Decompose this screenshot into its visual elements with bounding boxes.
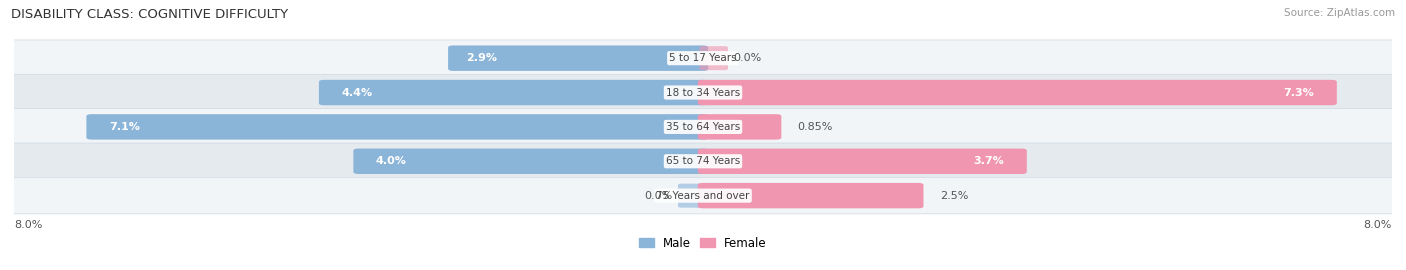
Text: 0.0%: 0.0% — [644, 191, 673, 201]
Text: 3.7%: 3.7% — [974, 156, 1004, 166]
FancyBboxPatch shape — [697, 114, 782, 140]
FancyBboxPatch shape — [319, 80, 709, 105]
Text: 75 Years and over: 75 Years and over — [657, 191, 749, 201]
Text: 4.0%: 4.0% — [375, 156, 406, 166]
FancyBboxPatch shape — [0, 109, 1406, 145]
Text: 35 to 64 Years: 35 to 64 Years — [666, 122, 740, 132]
Text: 4.4%: 4.4% — [342, 87, 373, 97]
FancyBboxPatch shape — [353, 148, 709, 174]
Text: 8.0%: 8.0% — [14, 220, 42, 230]
FancyBboxPatch shape — [700, 46, 728, 70]
Text: 18 to 34 Years: 18 to 34 Years — [666, 87, 740, 97]
Text: 0.85%: 0.85% — [797, 122, 834, 132]
FancyBboxPatch shape — [697, 183, 924, 208]
Legend: Male, Female: Male, Female — [640, 237, 766, 249]
FancyBboxPatch shape — [697, 80, 1337, 105]
FancyBboxPatch shape — [449, 45, 709, 71]
FancyBboxPatch shape — [0, 177, 1406, 214]
Text: DISABILITY CLASS: COGNITIVE DIFFICULTY: DISABILITY CLASS: COGNITIVE DIFFICULTY — [11, 8, 288, 21]
FancyBboxPatch shape — [86, 114, 709, 140]
FancyBboxPatch shape — [0, 74, 1406, 111]
FancyBboxPatch shape — [678, 184, 706, 208]
Text: 0.0%: 0.0% — [733, 53, 762, 63]
Text: 2.5%: 2.5% — [939, 191, 969, 201]
Text: 65 to 74 Years: 65 to 74 Years — [666, 156, 740, 166]
Text: 8.0%: 8.0% — [1364, 220, 1392, 230]
FancyBboxPatch shape — [0, 143, 1406, 180]
Text: 2.9%: 2.9% — [467, 53, 498, 63]
Text: Source: ZipAtlas.com: Source: ZipAtlas.com — [1284, 8, 1395, 18]
Text: 5 to 17 Years: 5 to 17 Years — [669, 53, 737, 63]
Text: 7.1%: 7.1% — [108, 122, 139, 132]
FancyBboxPatch shape — [0, 40, 1406, 76]
FancyBboxPatch shape — [697, 148, 1026, 174]
Text: 7.3%: 7.3% — [1284, 87, 1315, 97]
